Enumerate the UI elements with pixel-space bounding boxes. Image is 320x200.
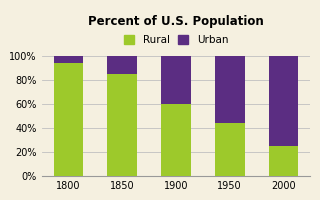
Bar [108, 74, 137, 176]
Bar [215, 56, 244, 123]
Title: Percent of U.S. Population: Percent of U.S. Population [88, 15, 264, 28]
Legend: Rural, Urban: Rural, Urban [124, 35, 228, 45]
Bar [269, 146, 298, 176]
Bar [54, 56, 83, 63]
Bar [108, 56, 137, 74]
Bar [54, 63, 83, 176]
Bar [161, 56, 191, 104]
Bar [161, 104, 191, 176]
Bar [269, 56, 298, 146]
Bar [215, 123, 244, 176]
